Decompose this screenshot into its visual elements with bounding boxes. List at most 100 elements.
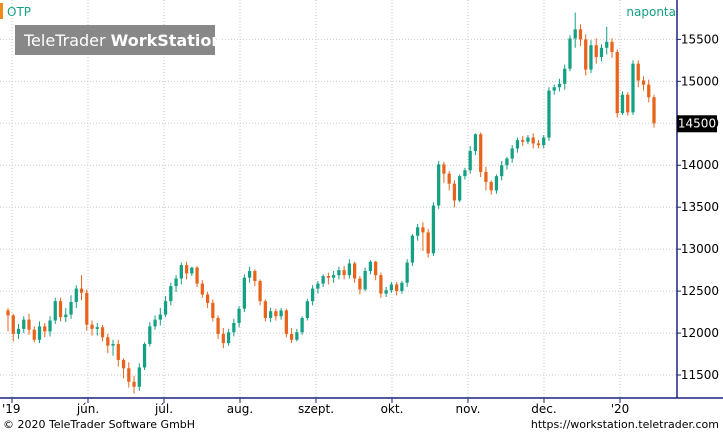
candle-body: [395, 284, 399, 292]
candle: [142, 342, 147, 370]
candle: [458, 174, 462, 203]
y-tick-label: 13000: [681, 242, 719, 256]
candle: [232, 318, 236, 337]
candle: [605, 26, 609, 55]
candle: [479, 132, 483, 177]
candle: [305, 298, 309, 321]
candle-body: [400, 282, 404, 292]
x-tick-label: szept.: [298, 402, 334, 416]
candle: [368, 260, 373, 275]
candle: [284, 308, 288, 338]
candle-body: [321, 276, 325, 284]
candle-body: [479, 134, 483, 172]
candle: [158, 307, 162, 326]
x-tick-label: nov.: [456, 402, 481, 416]
candle: [163, 296, 168, 318]
candle-body: [16, 328, 21, 334]
candle-body: [647, 84, 651, 98]
y-tick-label: 13500: [681, 200, 719, 214]
candle: [447, 171, 451, 191]
candle: [379, 272, 383, 298]
candle-body: [253, 270, 257, 282]
candle: [69, 295, 73, 319]
candle-body: [573, 29, 577, 39]
candle: [100, 324, 105, 342]
candle-body: [11, 315, 15, 334]
candle-body: [211, 302, 215, 318]
y-tick-label: 14000: [681, 158, 719, 172]
candle-body: [258, 281, 262, 302]
candle: [90, 320, 94, 336]
candle-body: [190, 267, 194, 274]
candle: [148, 322, 152, 347]
candle: [289, 328, 294, 344]
candle: [484, 166, 488, 191]
candle: [242, 274, 246, 313]
candle: [127, 362, 131, 388]
candle-body: [636, 63, 640, 81]
candle-body: [437, 164, 441, 206]
candle: [557, 78, 562, 92]
candle-body: [536, 143, 541, 146]
candle-body: [615, 51, 619, 114]
candle-body: [111, 343, 115, 346]
candle: [95, 322, 99, 336]
candle: [48, 316, 52, 337]
copyright-text: © 2020 TeleTrader Software GmbH: [3, 418, 196, 431]
candle-body: [263, 301, 267, 318]
candle: [195, 265, 199, 287]
candle: [442, 161, 446, 183]
candle-body: [27, 319, 31, 330]
candle: [326, 272, 331, 285]
candle-body: [22, 319, 26, 329]
svg-text:TeleTrader WorkStation: TeleTrader WorkStation: [23, 31, 223, 50]
y-tick-label: 12000: [681, 326, 719, 340]
candle: [584, 34, 588, 76]
candle: [505, 156, 509, 170]
candle-body: [363, 270, 367, 290]
candle: [37, 321, 42, 344]
candle-body: [58, 301, 63, 318]
candle-body: [652, 97, 656, 124]
period-label[interactable]: naponta: [626, 5, 676, 19]
candle-body: [515, 140, 520, 149]
candle: [253, 269, 257, 287]
candle-body: [32, 329, 36, 340]
candle-body: [116, 343, 120, 360]
candle: [11, 313, 15, 342]
candle-body: [43, 326, 47, 332]
candle-body: [310, 288, 315, 302]
brand-regular: TeleTrader: [23, 31, 111, 50]
candle-body: [463, 170, 467, 177]
source-link[interactable]: https://workstation.teletrader.com: [530, 418, 719, 431]
candle-body: [521, 140, 525, 142]
candle: [279, 307, 283, 320]
candle: [268, 307, 273, 323]
x-tick-label: '20: [611, 402, 630, 416]
candle: [27, 313, 31, 335]
candle: [494, 174, 499, 194]
candle-body: [184, 265, 189, 274]
candle-body: [620, 94, 625, 114]
candle: [342, 265, 346, 280]
candle-body: [6, 310, 10, 316]
candle: [32, 326, 36, 343]
candle-body: [69, 302, 73, 315]
candle-body: [557, 83, 562, 88]
candle: [200, 280, 204, 298]
candle: [321, 274, 325, 287]
candle: [226, 328, 231, 346]
candle-body: [342, 270, 346, 276]
candle-body: [64, 314, 68, 318]
candle-body: [610, 41, 614, 52]
candle-body: [153, 319, 157, 327]
candle: [137, 363, 141, 391]
candle: [500, 161, 504, 181]
candle-body: [174, 278, 178, 287]
candle: [547, 87, 551, 141]
candle: [300, 316, 304, 335]
candle: [190, 266, 194, 277]
candle: [542, 135, 546, 149]
candle-body: [226, 332, 231, 344]
